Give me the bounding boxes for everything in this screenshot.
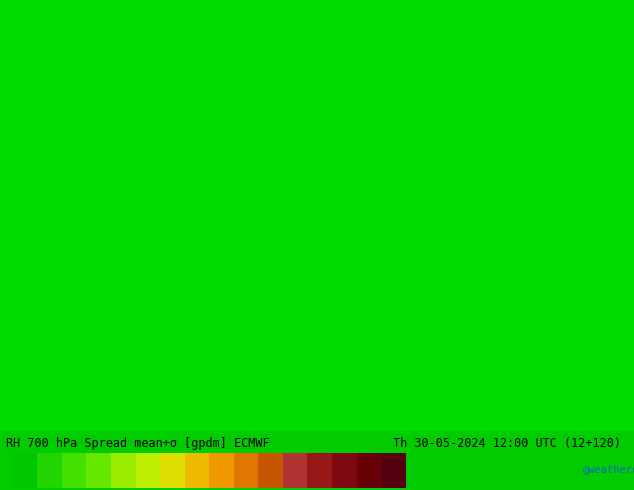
Bar — [381, 453, 406, 488]
Bar — [234, 453, 259, 488]
Bar — [283, 453, 307, 488]
Bar — [160, 453, 184, 488]
Bar — [37, 453, 61, 488]
Bar — [307, 453, 332, 488]
Text: Th 30-05-2024 12:00 UTC (12+120): Th 30-05-2024 12:00 UTC (12+120) — [393, 437, 621, 450]
Text: @weatheronline.co.uk: @weatheronline.co.uk — [583, 464, 634, 474]
Bar — [332, 453, 356, 488]
Bar — [209, 453, 234, 488]
Bar — [61, 453, 86, 488]
Bar — [13, 453, 37, 488]
Bar — [259, 453, 283, 488]
Bar — [86, 453, 111, 488]
Bar — [356, 453, 381, 488]
Bar — [136, 453, 160, 488]
Bar — [111, 453, 136, 488]
Bar — [184, 453, 209, 488]
Text: RH 700 hPa Spread mean+σ [gpdm] ECMWF: RH 700 hPa Spread mean+σ [gpdm] ECMWF — [6, 437, 270, 450]
